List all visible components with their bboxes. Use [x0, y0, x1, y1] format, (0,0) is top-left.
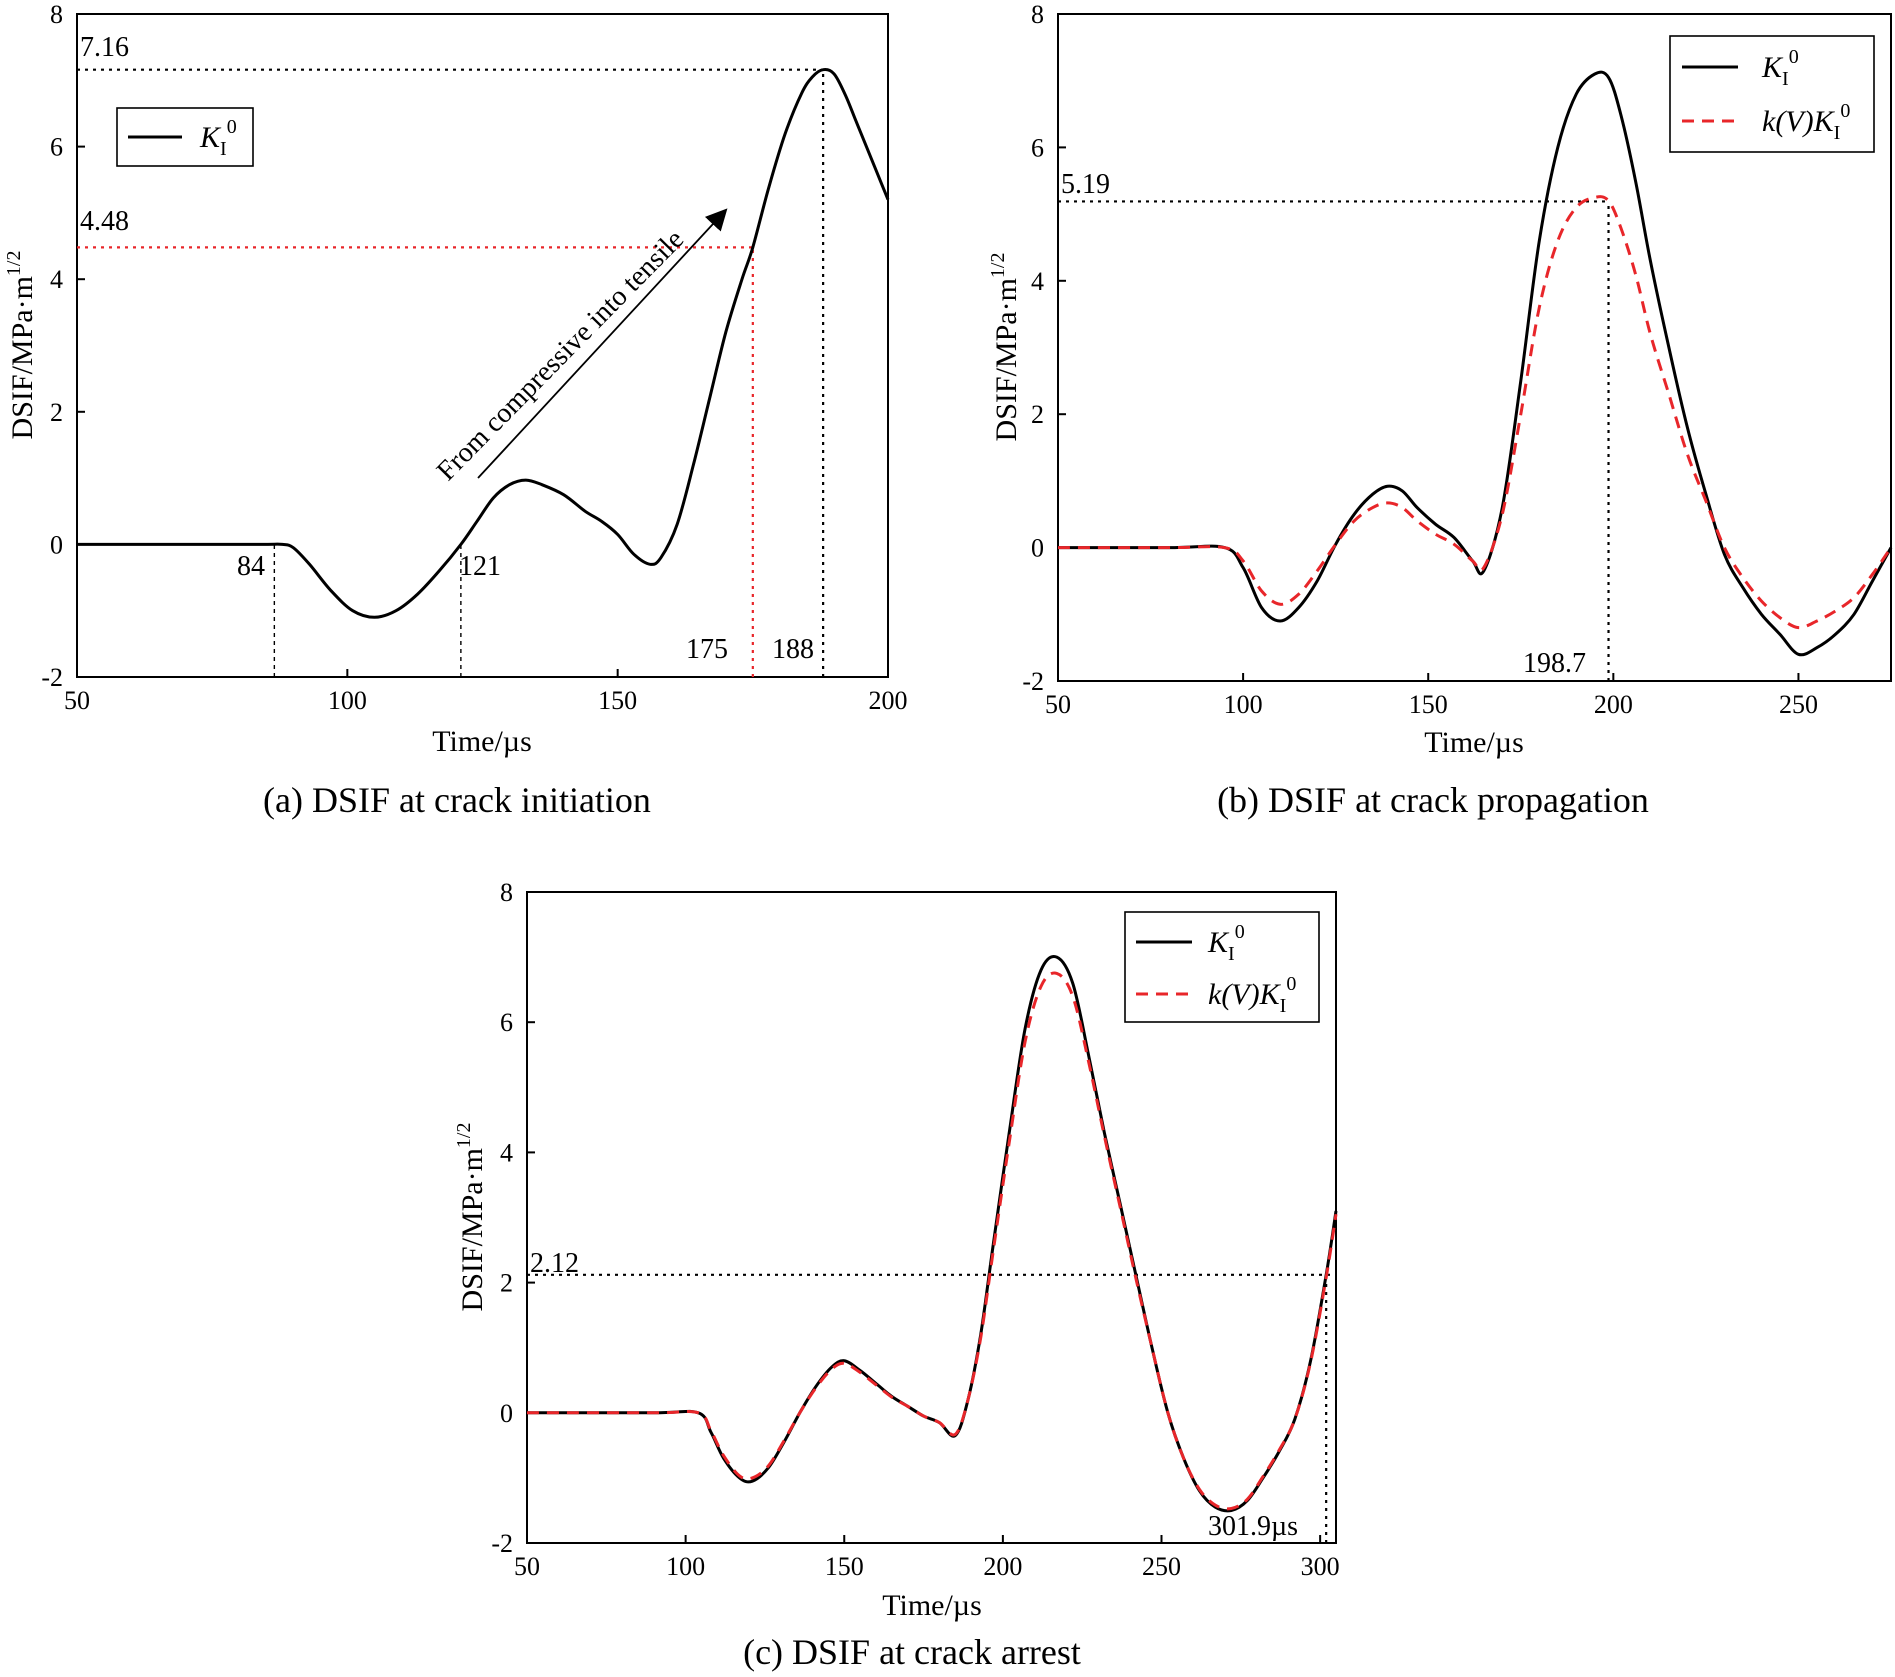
- panel-c-x-tick-label: 200: [983, 1552, 1022, 1581]
- panel-a-x-tick-label: 200: [869, 686, 908, 715]
- panel-c-x-tick-label: 50: [514, 1552, 540, 1581]
- panel-b-legend-kv-label: k(V)KI0: [1762, 100, 1850, 144]
- panel-a-y-tick-label: 8: [50, 0, 63, 29]
- panel-b-value-label: 198.7: [1523, 648, 1586, 679]
- panel-c-reference-lines: [527, 1273, 1336, 1543]
- panel-b-crack-propagation: 50 100 150 200 250 -2 0 2 4 6 8 5.19 198.7 KI0 k(V…: [987, 0, 1893, 820]
- panel-c-x-tick-label: 150: [825, 1552, 864, 1581]
- panel-b-legend-box: [1669, 35, 1875, 153]
- panel-a-value-label: 175: [686, 634, 728, 665]
- panel-c-x-tick-label: 100: [666, 1552, 705, 1581]
- panel-c-y-tick-label: 6: [500, 1008, 513, 1037]
- panel-b-x-tick-label: 250: [1779, 690, 1818, 719]
- panel-b-y-tick-label: 4: [1031, 267, 1044, 296]
- panel-b-x-ticks: 50 100 150 200 250: [1045, 673, 1818, 719]
- panel-b-y-axis-label: DSIF/MPa·m1/2: [987, 253, 1023, 442]
- panel-b-legend: KI0 k(V)KI0: [1669, 35, 1875, 153]
- panel-b-annotation-labels: 5.19 198.7: [1061, 169, 1586, 679]
- panel-c-kv-k-i0-curve: [526, 971, 1338, 1511]
- panel-a-x-tick-label: 50: [64, 686, 90, 715]
- panel-a-value-label: 7.16: [80, 32, 129, 63]
- panel-b-reference-lines: [1058, 200, 1610, 681]
- panel-a-legend-k-label: KI0: [199, 116, 237, 160]
- panel-a-caption: (a) DSIF at crack initiation: [263, 780, 651, 820]
- panel-a-y-ticks: -2 0 2 4 6 8: [41, 0, 85, 692]
- panel-c-legend-k-label: KI0: [1207, 921, 1245, 965]
- panel-b-series: [1058, 70, 1893, 657]
- panel-a-x-tick-label: 100: [328, 686, 367, 715]
- panel-a-x-ticks: 50 100 150 200: [64, 669, 908, 715]
- panel-c-crack-arrest: 50 100 150 200 250 300 -2 0 2 4 6 8 2.12 301.9µs KI…: [453, 878, 1340, 1672]
- panel-b-y-tick-label: 8: [1031, 0, 1044, 29]
- panel-c-x-ticks: 50 100 150 200 250 300: [514, 1535, 1340, 1581]
- panel-c-annotation-labels: 2.12 301.9µs: [530, 1248, 1298, 1542]
- panel-a-k-i0-curve: [77, 68, 890, 619]
- panel-b-legend-k-label: KI0: [1761, 46, 1799, 90]
- panel-a-plot-frame: [76, 13, 889, 678]
- panel-b-x-tick-label: 50: [1045, 690, 1071, 719]
- panel-a-x-axis-label: Time/µs: [432, 725, 532, 758]
- panel-c-legend-kv-label: k(V)KI0: [1208, 973, 1296, 1017]
- panel-c-legend: KI0 k(V)KI0: [1124, 911, 1320, 1023]
- panel-b-k-i0-curve: [1058, 70, 1893, 657]
- panel-c-legend-box: [1124, 911, 1320, 1023]
- panel-b-x-axis-label: Time/µs: [1424, 726, 1524, 759]
- panel-a-value-label: 4.48: [80, 206, 129, 237]
- panel-a-value-label: 188: [772, 634, 814, 665]
- panel-a-y-tick-label: 0: [50, 530, 63, 559]
- panel-c-k-i0-curve: [526, 955, 1338, 1513]
- panel-a-y-axis-label: DSIF/MPa·m1/2: [3, 251, 39, 440]
- panel-c-series: [526, 955, 1338, 1513]
- panel-b-x-tick-label: 200: [1594, 690, 1633, 719]
- panel-b-y-tick-label: 2: [1031, 400, 1044, 429]
- panel-c-y-tick-label: 4: [500, 1138, 513, 1167]
- panel-b-y-ticks: -2 0 2 4 6 8: [1022, 0, 1066, 696]
- panel-b-kv-k-i0-curve: [1058, 195, 1893, 630]
- panel-a-legend: KI0: [116, 107, 254, 167]
- panel-c-x-axis-label: Time/µs: [882, 1589, 982, 1622]
- panel-c-y-tick-label: 2: [500, 1269, 513, 1298]
- panel-a-series: [77, 68, 890, 619]
- panel-a-annotation-labels: 7.16 188 4.48 175 84 121: [80, 32, 814, 665]
- panel-a-y-tick-label: 4: [50, 265, 63, 294]
- panel-c-y-ticks: -2 0 2 4 6 8: [491, 878, 535, 1558]
- panel-c-y-tick-label: -2: [491, 1529, 513, 1558]
- panel-a-arrow-label: From compressive into tensile: [431, 224, 690, 487]
- panel-c-y-tick-label: 0: [500, 1399, 513, 1428]
- panel-a-y-tick-label: -2: [41, 663, 63, 692]
- panel-b-x-tick-label: 100: [1224, 690, 1263, 719]
- panel-c-caption: (c) DSIF at crack arrest: [743, 1632, 1081, 1672]
- panel-c-x-tick-label: 250: [1142, 1552, 1181, 1581]
- panel-b-value-label: 5.19: [1061, 169, 1110, 200]
- panel-c-value-label: 301.9µs: [1208, 1511, 1298, 1542]
- panel-b-x-tick-label: 150: [1409, 690, 1448, 719]
- panel-a-y-tick-label: 6: [50, 133, 63, 162]
- panel-c-value-label: 2.12: [530, 1248, 579, 1279]
- panel-c-y-axis-label: DSIF/MPa·m1/2: [453, 1123, 489, 1312]
- panel-b-y-tick-label: -2: [1022, 667, 1044, 696]
- panel-c-x-tick-label: 300: [1301, 1552, 1340, 1581]
- panel-a-reference-lines: [77, 68, 825, 677]
- panel-c-y-tick-label: 8: [500, 878, 513, 907]
- panel-b-plot-frame: [1057, 13, 1892, 682]
- panel-a-y-tick-label: 2: [50, 398, 63, 427]
- panel-b-y-tick-label: 6: [1031, 133, 1044, 162]
- panel-a-value-label: 84: [237, 551, 265, 582]
- panel-b-y-tick-label: 0: [1031, 534, 1044, 563]
- panel-a-value-label: 121: [459, 551, 501, 582]
- panel-a-x-tick-label: 150: [598, 686, 637, 715]
- panel-a-trend-arrow: [477, 208, 728, 479]
- panel-b-caption: (b) DSIF at crack propagation: [1217, 780, 1649, 820]
